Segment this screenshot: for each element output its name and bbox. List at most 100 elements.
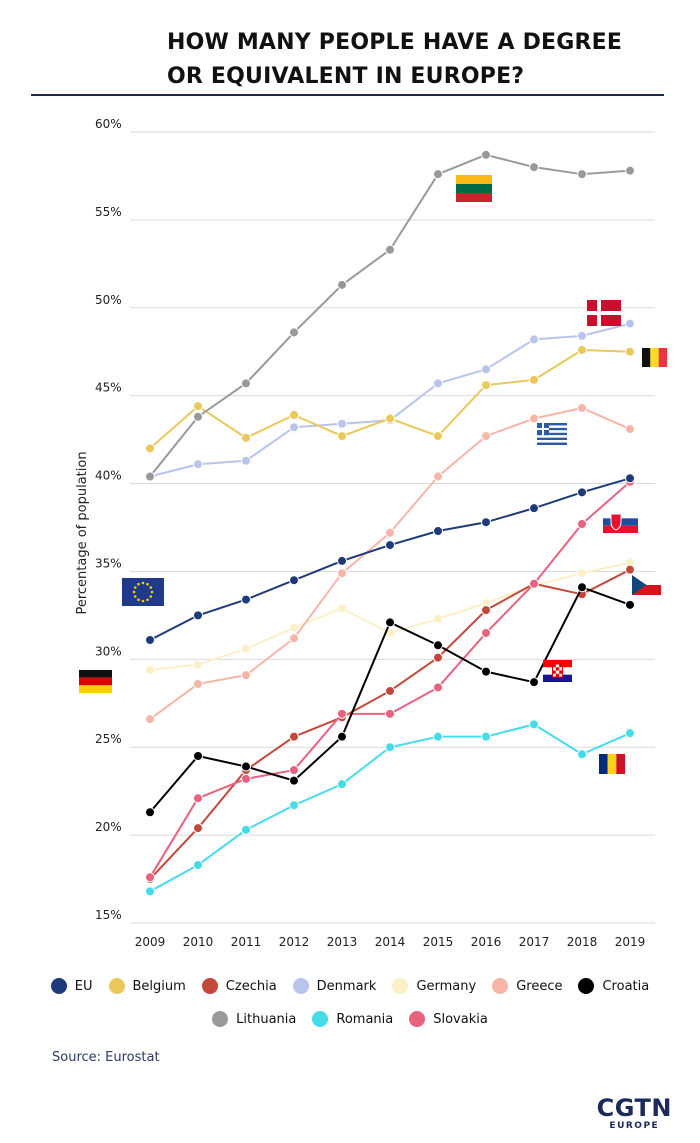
data-point-germany — [433, 613, 443, 624]
data-point-lithuania — [433, 169, 443, 180]
data-point-croatia — [577, 582, 587, 593]
y-tick-label: 50% — [95, 293, 122, 307]
data-point-eu — [625, 473, 635, 484]
gridlines — [130, 131, 655, 924]
x-tick-label: 2018 — [567, 935, 598, 949]
data-point-greece — [193, 678, 203, 689]
data-point-belgium — [481, 380, 491, 391]
title-line-2: OR EQUIVALENT IN EUROPE? — [167, 64, 525, 89]
data-point-lithuania — [481, 149, 491, 160]
data-point-greece — [385, 527, 395, 538]
data-point-greece — [145, 714, 155, 725]
series-line-germany — [149, 561, 631, 671]
data-point-denmark — [289, 422, 299, 433]
y-tick-label: 20% — [95, 820, 122, 834]
legend-label: Lithuania — [236, 1011, 297, 1027]
x-tick-label: 2016 — [471, 935, 502, 949]
data-point-romania — [481, 731, 491, 742]
legend-swatch — [212, 1011, 229, 1027]
legend-swatch — [409, 1011, 426, 1027]
data-point-romania — [385, 742, 395, 753]
data-point-eu — [241, 594, 251, 605]
belgium-flag — [642, 348, 667, 367]
data-point-lithuania — [529, 162, 539, 173]
source-note: Source: Eurostat — [52, 1050, 160, 1065]
data-point-romania — [337, 779, 347, 790]
data-point-lithuania — [385, 244, 395, 255]
legend-label: Belgium — [132, 978, 186, 994]
data-point-slovakia — [337, 708, 347, 719]
x-tick-label: 2015 — [423, 935, 454, 949]
series-germany — [145, 557, 635, 675]
x-tick-label: 2013 — [327, 935, 358, 949]
data-point-slovakia — [241, 773, 251, 784]
data-point-denmark — [433, 378, 443, 389]
data-point-lithuania — [241, 378, 251, 389]
data-point-slovakia — [481, 627, 491, 638]
y-axis-label: Percentage of population — [75, 451, 90, 614]
title-line-1: HOW MANY PEOPLE HAVE A DEGREE — [167, 30, 623, 55]
data-point-croatia — [481, 666, 491, 677]
legend-label: Germany — [416, 978, 477, 994]
data-point-czechia — [385, 685, 395, 696]
legend-swatch — [492, 978, 509, 994]
data-point-greece — [481, 431, 491, 442]
data-point-lithuania — [337, 279, 347, 290]
y-tick-label: 60% — [95, 117, 122, 131]
data-point-belgium — [289, 410, 299, 421]
legend-label: Greece — [516, 978, 563, 994]
data-point-croatia — [193, 751, 203, 762]
data-point-eu — [481, 517, 491, 528]
cgtn-logo: CGTN EUROPE — [597, 1096, 672, 1132]
legend-label: Romania — [336, 1011, 394, 1027]
slovakia-flag — [603, 511, 638, 533]
legend-label: EU — [74, 978, 93, 994]
data-point-croatia — [625, 599, 635, 610]
data-point-germany — [337, 603, 347, 614]
data-point-belgium — [529, 374, 539, 385]
data-point-romania — [193, 859, 203, 870]
data-point-lithuania — [289, 327, 299, 338]
data-point-croatia — [433, 640, 443, 651]
data-point-eu — [289, 575, 299, 586]
data-point-croatia — [529, 677, 539, 688]
legend-item-romania: Romania — [312, 1011, 393, 1027]
eu-flag — [122, 578, 164, 606]
data-point-czechia — [289, 731, 299, 742]
data-point-greece — [241, 670, 251, 681]
data-point-greece — [289, 633, 299, 644]
data-point-germany — [577, 568, 587, 579]
x-tick-label: 2011 — [231, 935, 262, 949]
croatia-flag — [543, 660, 572, 682]
series-denmark — [145, 318, 635, 482]
data-point-germany — [193, 659, 203, 670]
data-point-lithuania — [625, 165, 635, 176]
legend-swatch — [578, 978, 595, 994]
legend-item-lithuania: Lithuania — [212, 1011, 296, 1027]
data-point-romania — [145, 886, 155, 897]
data-point-croatia — [385, 617, 395, 628]
data-point-denmark — [625, 318, 635, 329]
series-lithuania — [145, 149, 635, 482]
legend-item-germany: Germany — [392, 978, 476, 994]
data-point-czechia — [625, 564, 635, 575]
data-point-slovakia — [289, 765, 299, 776]
legend-swatch — [312, 1011, 329, 1027]
data-point-eu — [433, 526, 443, 537]
data-point-belgium — [385, 413, 395, 424]
data-point-greece — [625, 424, 635, 435]
legend-label: Slovakia — [433, 1011, 488, 1027]
data-point-denmark — [337, 418, 347, 429]
series-line-czechia — [149, 568, 631, 880]
legend-swatch — [50, 978, 67, 994]
data-point-romania — [625, 728, 635, 739]
series-greece — [145, 402, 635, 725]
logo-sub: EUROPE — [609, 1121, 660, 1131]
legend-item-belgium: Belgium — [108, 978, 186, 994]
data-point-slovakia — [433, 682, 443, 693]
data-point-germany — [289, 622, 299, 633]
x-tick-label: 2017 — [519, 935, 550, 949]
series-slovakia — [145, 476, 635, 883]
data-point-croatia — [241, 761, 251, 772]
legend-row-2: Lithuania Romania Slovakia — [0, 1011, 700, 1027]
